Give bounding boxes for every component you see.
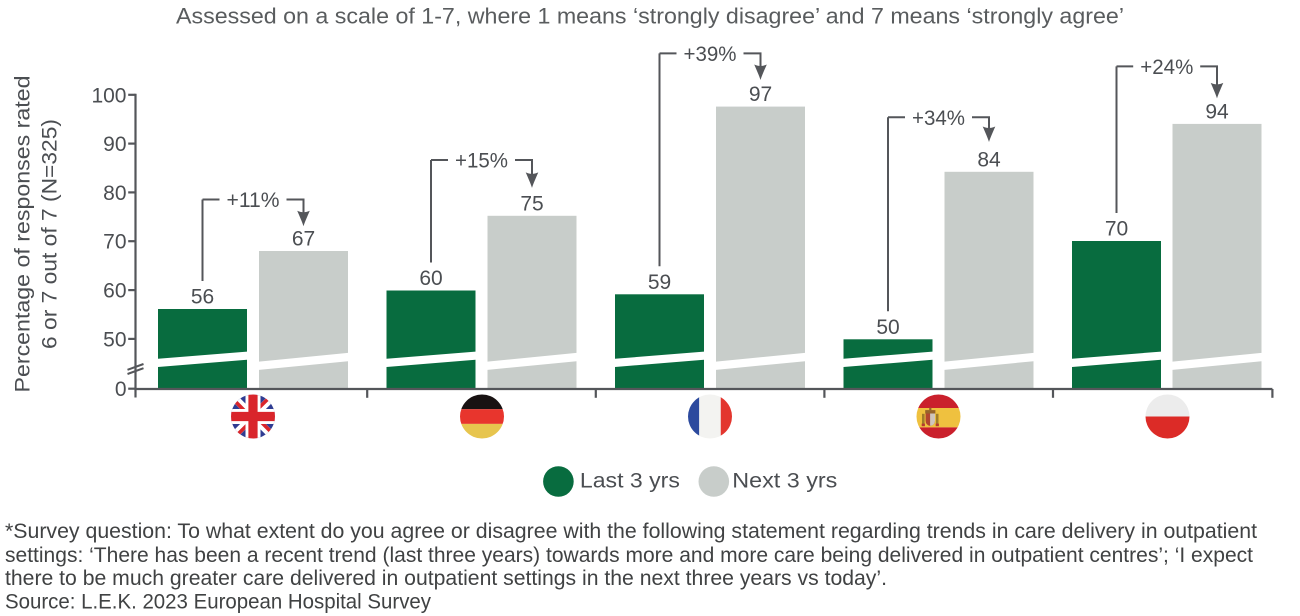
svg-text:50: 50 (876, 316, 899, 339)
svg-text:+24%: +24% (1140, 56, 1193, 79)
svg-text:there to be much greater care: there to be much greater care delivered … (5, 567, 887, 590)
svg-text:67: 67 (292, 228, 315, 251)
svg-text:70: 70 (103, 231, 126, 254)
svg-text:Last 3 yrs: Last 3 yrs (580, 470, 680, 493)
svg-text:59: 59 (648, 271, 671, 294)
svg-text:56: 56 (191, 286, 214, 309)
svg-text:84: 84 (977, 148, 1001, 171)
svg-text:0: 0 (115, 378, 127, 401)
svg-text:Assessed on a scale of 1-7, wh: Assessed on a scale of 1-7, where 1 mean… (176, 4, 1124, 29)
svg-text:+34%: +34% (912, 107, 965, 130)
svg-text:97: 97 (749, 83, 772, 106)
svg-text:+15%: +15% (455, 150, 508, 173)
svg-text:Next 3 yrs: Next 3 yrs (732, 470, 837, 493)
svg-text:75: 75 (520, 192, 543, 215)
svg-text:94: 94 (1205, 100, 1229, 123)
svg-text:90: 90 (103, 133, 126, 156)
svg-text:*Survey question: To what exte: *Survey question: To what extent do you … (5, 520, 1257, 543)
svg-text:6 or 7 out of 7 (N=325): 6 or 7 out of 7 (N=325) (39, 119, 62, 349)
svg-text:Source: L.E.K. 2023 European H: Source: L.E.K. 2023 European Hospital Su… (5, 591, 431, 614)
svg-text:settings: ‘There has been a re: settings: ‘There has been a recent trend… (5, 544, 1253, 567)
svg-text:100: 100 (91, 84, 126, 107)
svg-text:+39%: +39% (684, 43, 737, 66)
svg-text:70: 70 (1105, 218, 1128, 241)
svg-text:60: 60 (103, 280, 126, 303)
svg-text:50: 50 (103, 328, 126, 351)
svg-text:+11%: +11% (227, 189, 280, 212)
svg-text:80: 80 (103, 182, 126, 205)
svg-text:60: 60 (419, 267, 442, 290)
svg-text:Percentage of responses rated: Percentage of responses rated (12, 76, 35, 393)
